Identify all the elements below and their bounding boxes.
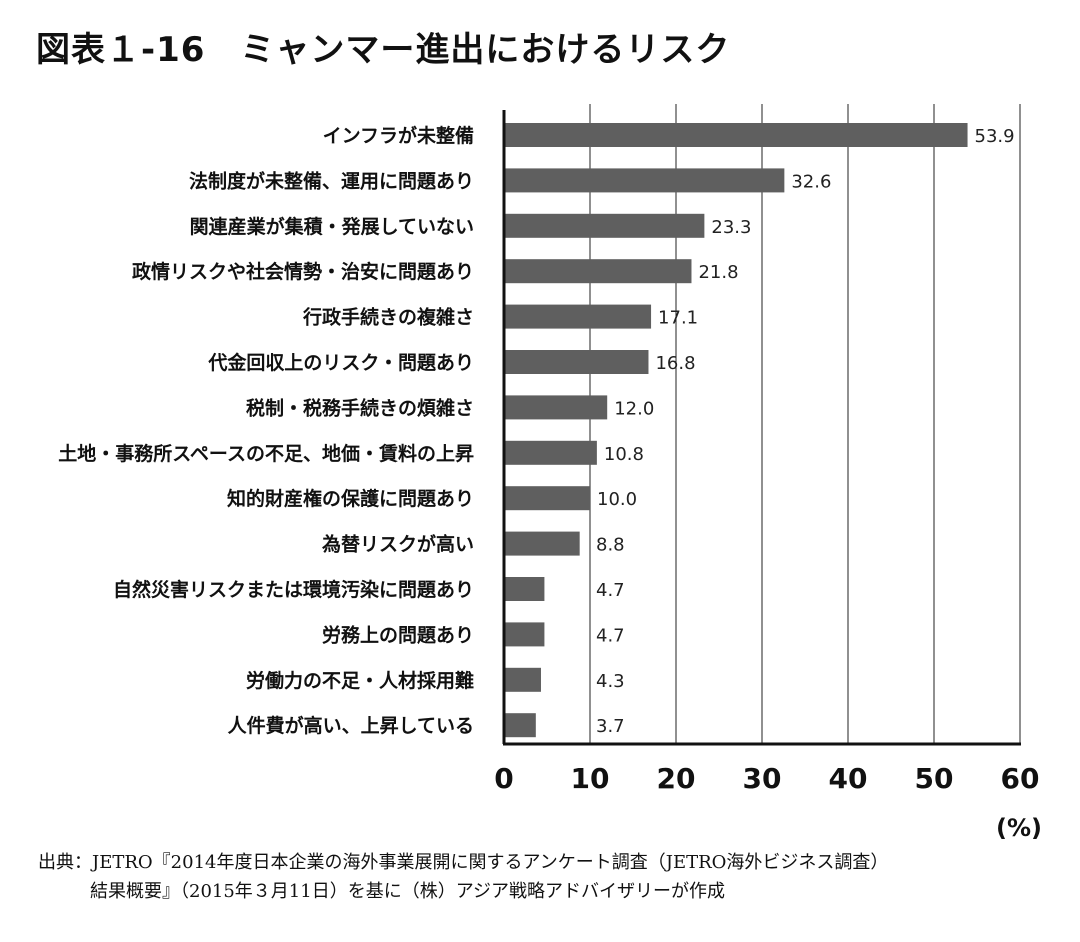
category-label: インフラが未整備 (323, 124, 474, 147)
value-label: 23.3 (711, 217, 751, 238)
source-line-2: 結果概要』（2015年３月11日）を基に（株）アジア戦略アドバイザリーが作成 (90, 881, 725, 902)
x-tick-label: 50 (915, 762, 954, 795)
x-tick-label: 60 (1001, 762, 1040, 795)
category-label: 為替リスクが高い (322, 533, 474, 556)
x-tick-label: 0 (494, 762, 513, 795)
bar (504, 168, 785, 193)
gridlines (589, 104, 1021, 744)
bar (504, 213, 705, 238)
value-label: 8.8 (596, 535, 625, 556)
category-label: 法制度が未整備、運用に問題あり (189, 169, 474, 192)
value-label: 21.8 (698, 262, 738, 283)
bar (504, 622, 545, 647)
value-label: 10.0 (597, 489, 637, 510)
bar (504, 440, 597, 465)
bar (504, 304, 652, 329)
value-label: 53.9 (975, 126, 1015, 147)
bars (504, 123, 968, 738)
value-label: 4.7 (596, 580, 625, 601)
category-label: 労務上の問題あり (322, 623, 474, 646)
source-note: 出典：JETRO『2014年度日本企業の海外事業展開に関するアンケート調査（JE… (38, 848, 888, 906)
category-label: 知的財産権の保護に問題あり (227, 487, 474, 510)
source-line-1: 出典：JETRO『2014年度日本企業の海外事業展開に関するアンケート調査（JE… (38, 852, 889, 873)
unit-label: (%) (996, 814, 1042, 842)
bar (504, 123, 968, 147)
bar (504, 531, 580, 556)
x-tick-label: 10 (571, 762, 610, 795)
category-label: 人件費が高い、上昇している (228, 714, 474, 737)
value-label: 32.6 (791, 171, 831, 192)
bar (504, 713, 536, 738)
bar (504, 350, 649, 374)
bar-chart: インフラが未整備法制度が未整備、運用に問題あり関連産業が集積・発展していない政情… (58, 104, 1042, 842)
bar (504, 259, 692, 284)
x-axis-ticks: 0 10 20 30 40 50 60 (494, 762, 1039, 795)
category-label: 政情リスクや社会情勢・治安に問題あり (132, 260, 474, 283)
value-label: 16.8 (655, 353, 695, 374)
x-tick-label: 30 (743, 762, 782, 795)
bar (504, 395, 608, 420)
bar (504, 486, 590, 511)
category-label: 労働力の不足・人材採用難 (246, 669, 474, 692)
category-label: 土地・事務所スペースの不足、地価・賃料の上昇 (58, 442, 474, 465)
category-label: 自然災害リスクまたは環境汚染に問題あり (113, 578, 474, 601)
value-label: 4.3 (596, 671, 625, 692)
chart-title: 図表１-16 ミャンマー進出におけるリスク (36, 30, 731, 70)
category-labels: インフラが未整備法制度が未整備、運用に問題あり関連産業が集積・発展していない政情… (58, 124, 474, 737)
x-tick-label: 20 (657, 762, 696, 795)
bar (504, 577, 545, 601)
x-tick-label: 40 (829, 762, 868, 795)
category-label: 行政手続きの複雑さ (302, 306, 474, 329)
value-label: 12.0 (614, 398, 654, 419)
category-label: 代金回収上のリスク・問題あり (207, 351, 474, 374)
category-label: 関連産業が集積・発展していない (190, 215, 474, 238)
value-label: 10.8 (604, 444, 644, 465)
value-labels: 53.9 32.6 23.3 21.8 17.1 16.8 12.0 10.8 10.0 8.8 4… (596, 126, 1015, 737)
category-label: 税制・税務手続きの煩雑さ (246, 396, 474, 419)
value-label: 3.7 (596, 716, 625, 737)
bar (504, 667, 541, 692)
value-label: 4.7 (596, 625, 625, 646)
value-label: 17.1 (658, 308, 698, 329)
